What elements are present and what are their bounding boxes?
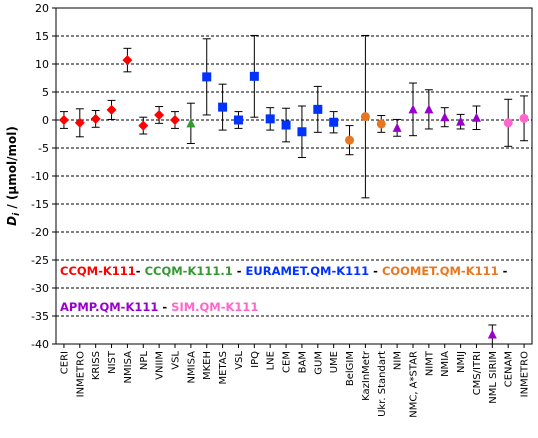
y-tick-label: 10: [35, 58, 49, 71]
y-axis-title-subscript: i: [12, 212, 22, 216]
y-tick-label: 20: [35, 2, 49, 15]
y-tick-label: 5: [42, 86, 49, 99]
x-category-label: VSL: [234, 351, 245, 370]
y-axis-title: Di / (µmol/mol): [5, 126, 22, 226]
x-category-label: Ukr. Standart: [377, 351, 388, 417]
legend-entry: CCQM-K111.1: [145, 264, 233, 278]
data-point-triangle: [487, 329, 497, 339]
x-category-label: GUM: [313, 351, 324, 375]
data-point-diamond: [58, 115, 69, 125]
legend-entry: APMP.QM-K111: [60, 300, 158, 314]
data-point-square: [281, 120, 291, 130]
data-point-square: [249, 71, 259, 81]
legend-entry: -: [369, 264, 382, 278]
y-tick-label: -10: [31, 170, 49, 183]
legend-entry: SIM.QM-K111: [171, 300, 258, 314]
x-category-label: KazInMetr: [361, 350, 372, 401]
x-category-label: KRISS: [91, 351, 102, 380]
data-point-triangle: [471, 112, 481, 122]
y-tick-label: -20: [31, 226, 49, 239]
x-category-label: BelGIM: [345, 351, 356, 386]
data-point-square: [265, 114, 275, 124]
data-point-diamond: [154, 109, 165, 120]
x-category-label: CERI: [59, 351, 70, 374]
data-point-triangle: [424, 104, 434, 114]
y-tick-label: -40: [31, 338, 49, 351]
data-point-circle: [376, 119, 386, 129]
legend-entry: -: [233, 264, 246, 278]
legend-entry: -: [499, 264, 508, 278]
x-category-label: VSL: [171, 351, 182, 370]
legend: CCQM-K111- CCQM-K111.1 - EURAMET.QM-K111…: [60, 264, 508, 314]
data-point-diamond: [106, 104, 117, 115]
data-point-triangle: [408, 104, 418, 114]
data-point-square: [202, 72, 212, 82]
data-point-diamond: [138, 120, 149, 131]
data-point-square: [313, 104, 323, 114]
x-category-label: NMC, A*STAR: [409, 351, 420, 418]
y-axis: 20 15 10 5 0 -5 -10 -15 -20 -25 -30 -35 -40: [31, 2, 56, 351]
data-markers: [58, 55, 529, 339]
x-category-label: UME: [329, 351, 340, 373]
data-point-diamond: [74, 117, 85, 128]
y-tick-label: -25: [31, 254, 49, 267]
x-category-label: NPL: [139, 351, 150, 371]
x-category-label: INMETRO: [520, 351, 531, 397]
y-tick-label: -30: [31, 282, 49, 295]
y-tick-label: -35: [31, 310, 49, 323]
data-point-triangle: [392, 122, 402, 132]
legend-entry: CCQM-K111: [60, 264, 136, 278]
x-category-label: NMISA: [186, 351, 197, 384]
data-point-square: [297, 127, 307, 137]
x-axis: CERI INMETRO KRISS NIST NMISA NPL VNIIM VSL NMIS…: [59, 344, 531, 418]
legend-entry: COOMET.QM-K111: [382, 264, 499, 278]
legend-entry: EURAMET.QM-K111: [246, 264, 370, 278]
x-category-label: NIMT: [424, 350, 435, 376]
x-category-label: LNE: [266, 351, 277, 370]
data-point-square: [329, 117, 339, 127]
error-bars: [59, 34, 529, 345]
y-axis-title-main: D: [5, 216, 19, 226]
y-tick-label: -15: [31, 198, 49, 211]
x-category-label: NMISA: [123, 351, 134, 384]
data-point-triangle: [456, 116, 466, 126]
data-point-diamond: [170, 115, 180, 125]
x-category-label: CENAM: [504, 351, 515, 387]
data-point-square: [218, 102, 228, 112]
data-point-diamond: [90, 113, 101, 124]
data-point-circle: [503, 118, 513, 128]
y-tick-label: 15: [35, 30, 49, 43]
x-category-label: BAM: [297, 351, 308, 373]
x-category-label: CEM: [282, 351, 293, 373]
legend-row: CCQM-K111- CCQM-K111.1 - EURAMET.QM-K111…: [60, 264, 508, 278]
data-point-circle: [345, 135, 355, 145]
x-category-label: NIST: [107, 350, 118, 374]
y-axis-title-unit: / (µmol/mol): [5, 126, 19, 213]
grid-lines: [56, 35, 532, 317]
x-category-label: CMS/ITRI: [472, 351, 483, 395]
data-point-circle: [360, 112, 370, 122]
x-category-label: NIM: [393, 351, 404, 370]
data-point-square: [233, 115, 243, 125]
x-category-label: VNIIM: [155, 351, 166, 380]
x-category-label: NML SIRIM: [488, 351, 499, 404]
x-category-label: MKEH: [202, 351, 213, 380]
data-point-diamond: [122, 55, 133, 66]
legend-entry: -: [136, 264, 145, 278]
x-category-label: METAS: [218, 351, 229, 384]
y-tick-label: -5: [38, 142, 49, 155]
data-point-triangle: [186, 118, 196, 128]
x-category-label: IPQ: [250, 351, 261, 368]
legend-entry: -: [158, 300, 171, 314]
x-category-label: NMIA: [440, 351, 451, 377]
x-category-label: INMETRO: [75, 351, 86, 397]
legend-row: APMP.QM-K111 - SIM.QM-K111: [60, 300, 258, 314]
data-point-circle: [519, 113, 529, 123]
y-tick-label: 0: [42, 114, 49, 127]
data-point-triangle: [440, 112, 450, 122]
x-category-label: NMIJ: [456, 351, 467, 373]
